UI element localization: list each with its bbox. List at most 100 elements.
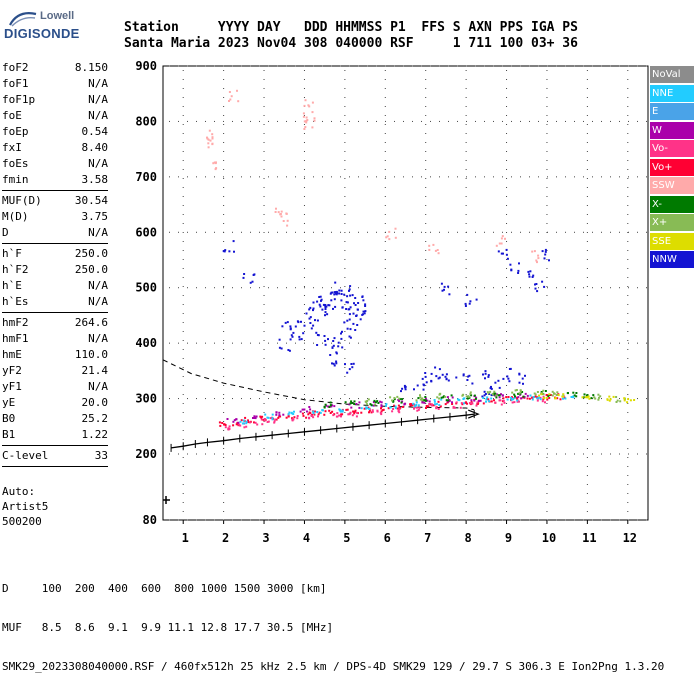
data-point <box>340 413 343 416</box>
grid-dot <box>344 178 346 179</box>
grid-dot <box>277 519 278 521</box>
data-point <box>357 302 360 304</box>
grid-dot <box>546 412 548 413</box>
grid-dot <box>627 457 629 458</box>
grid-dot <box>384 295 386 296</box>
grid-dot <box>425 340 427 341</box>
data-point <box>334 281 337 284</box>
grid-dot <box>367 398 368 400</box>
grid-dot <box>506 70 508 71</box>
grid-dot <box>223 205 225 206</box>
data-point <box>538 394 540 397</box>
data-point <box>396 395 399 398</box>
grid-dot <box>223 268 225 269</box>
param-name: h`Es <box>2 295 29 308</box>
grid-dot <box>466 453 467 455</box>
data-point <box>312 416 315 419</box>
grid-dot <box>475 120 476 122</box>
data-point <box>306 410 308 413</box>
data-point <box>459 406 462 409</box>
grid-dot <box>313 287 314 289</box>
data-point <box>360 407 363 410</box>
data-point <box>495 394 498 397</box>
grid-dot <box>295 398 296 400</box>
grid-dot <box>358 519 359 521</box>
data-point <box>438 376 441 379</box>
grid-dot <box>627 214 629 215</box>
data-point <box>344 363 346 366</box>
data-point <box>322 303 325 306</box>
grid-dot <box>223 448 225 449</box>
grid-dot <box>340 453 341 455</box>
param-row: MUF(D) 30.54 <box>2 193 108 209</box>
grid-dot <box>506 367 508 368</box>
data-point <box>388 238 391 241</box>
grid-dot <box>457 176 458 178</box>
data-point <box>495 396 498 399</box>
param-row: yF1 N/A <box>2 379 108 395</box>
grid-dot <box>627 88 629 89</box>
data-point <box>435 375 438 378</box>
grid-dot <box>403 453 404 455</box>
data-point <box>350 406 353 409</box>
data-point <box>348 403 351 406</box>
grid-dot <box>259 519 260 521</box>
grid-dot <box>586 502 588 503</box>
grid-dot <box>358 231 359 233</box>
data-point <box>482 397 485 399</box>
grid-dot <box>303 151 305 152</box>
grid-dot <box>303 295 305 296</box>
grid-dot <box>628 120 629 122</box>
grid-dot <box>263 151 265 152</box>
grid-dot <box>259 342 260 344</box>
grid-dot <box>547 120 548 122</box>
grid-dot <box>465 286 467 287</box>
grid-dot <box>344 160 346 161</box>
grid-dot <box>384 304 386 305</box>
data-point <box>586 394 589 397</box>
data-point <box>297 321 300 324</box>
grid-dot <box>223 421 225 422</box>
grid-dot <box>425 475 427 476</box>
data-point <box>366 400 369 402</box>
data-point <box>536 391 539 393</box>
data-point <box>294 325 297 328</box>
data-point <box>336 292 339 294</box>
data-point <box>474 397 477 400</box>
grid-dot <box>421 453 422 455</box>
grid-dot <box>384 205 386 206</box>
grid-dot <box>546 367 548 368</box>
grid-dot <box>546 439 548 440</box>
grid-dot <box>303 322 305 323</box>
grid-dot <box>263 367 265 368</box>
data-point <box>275 413 278 416</box>
data-point <box>228 250 231 253</box>
data-point <box>455 376 458 379</box>
data-point <box>594 397 597 400</box>
grid-dot <box>619 231 620 233</box>
grid-dot <box>574 519 575 521</box>
grid-dot <box>241 231 242 233</box>
grid-dot <box>344 259 346 260</box>
data-point <box>455 401 458 404</box>
data-point <box>307 413 310 416</box>
grid-dot <box>627 313 629 314</box>
grid-dot <box>340 120 341 122</box>
grid-dot <box>465 394 467 395</box>
data-point <box>354 297 357 299</box>
grid-dot <box>205 398 206 400</box>
grid-dot <box>182 277 184 278</box>
grid-dot <box>367 65 368 67</box>
grid-dot <box>376 342 377 344</box>
grid-dot <box>627 268 629 269</box>
data-point <box>303 408 306 411</box>
grid-dot <box>627 394 629 395</box>
grid-dot <box>637 342 638 344</box>
data-point <box>403 403 406 406</box>
grid-dot <box>384 502 386 503</box>
grid-dot <box>412 519 413 521</box>
grid-dot <box>286 519 287 521</box>
grid-dot <box>313 231 314 233</box>
grid-dot <box>465 322 467 323</box>
data-point <box>371 409 374 412</box>
